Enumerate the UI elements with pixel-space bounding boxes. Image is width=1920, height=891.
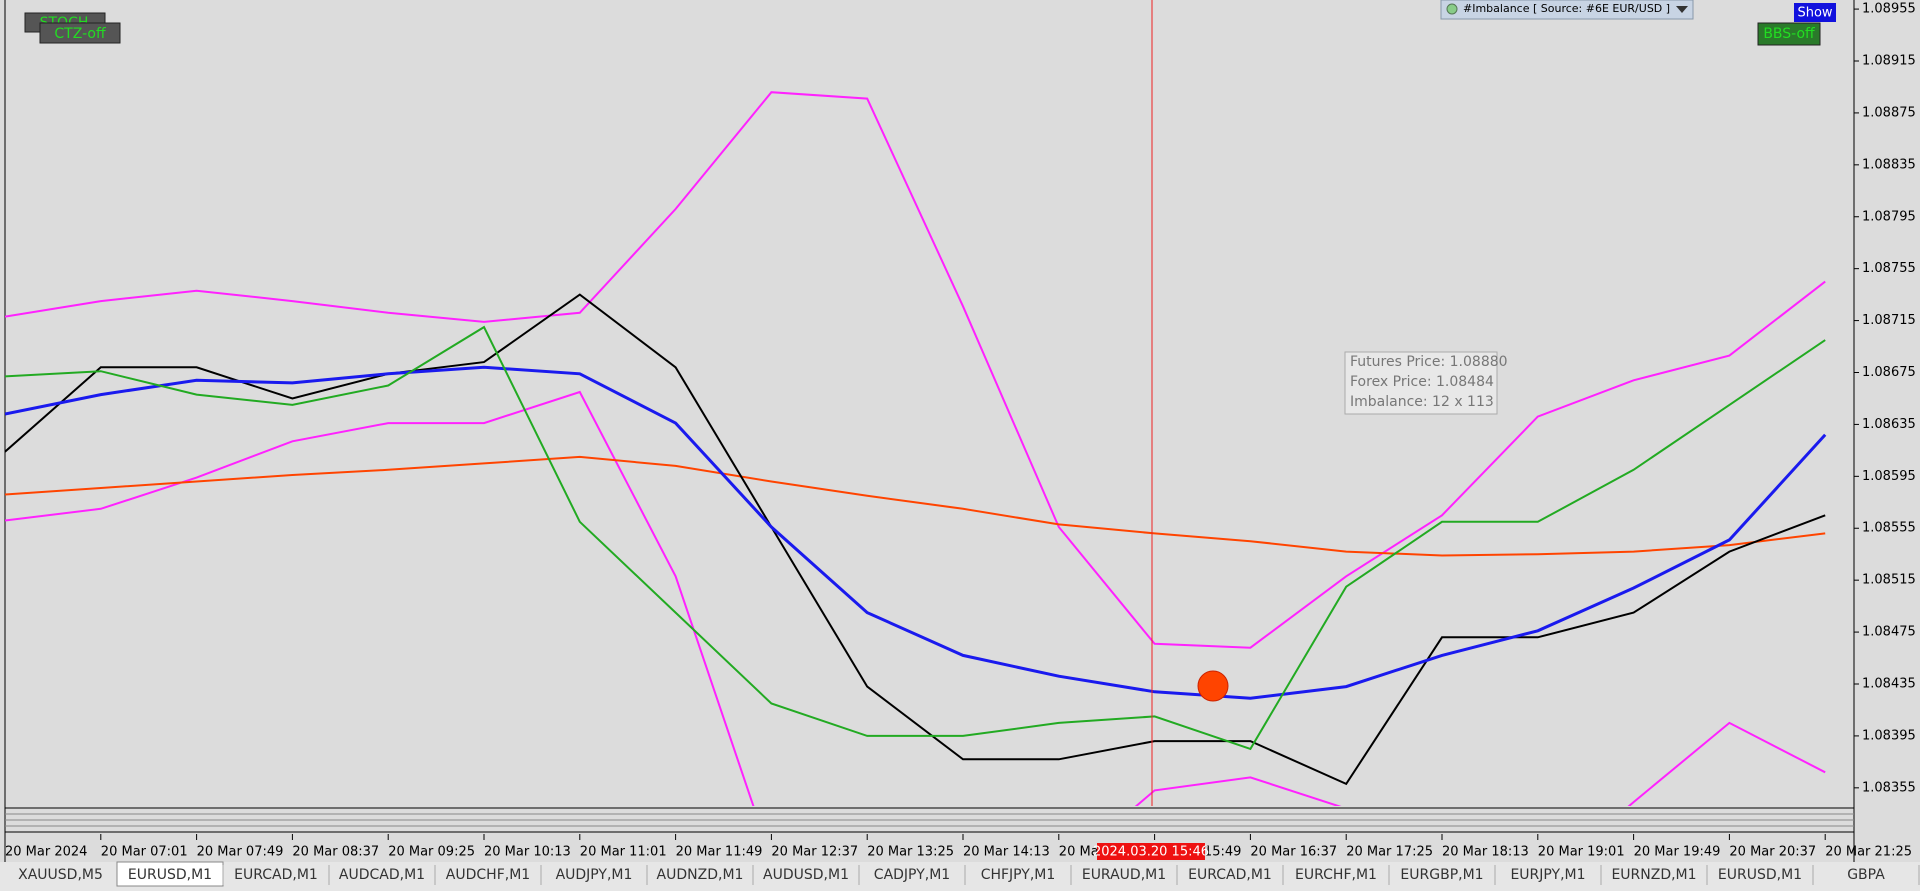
y-tick-label: 1.08835 [1862,157,1916,172]
tabs: XAUUSD,M5 EURUSD,M1 EURCAD,M1 AUDCAD,M1 AUDC… [18,861,1920,887]
tab[interactable]: EURAUD,M1 [1082,867,1166,883]
y-tick-label: 1.08475 [1862,625,1916,640]
tab-bar [0,862,1920,891]
tooltip-line: Imbalance: 12 x 113 [1350,394,1494,410]
x-tick-label: 20 Mar 16:37 [1250,845,1337,860]
x-tick-label: 20 Mar 07:01 [101,845,188,860]
tab[interactable]: EURCAD,M1 [1188,867,1272,883]
y-tick-label: 1.08915 [1862,54,1916,69]
x-tick-label: 20 Mar 19:49 [1634,845,1721,860]
y-tick-label: 1.08755 [1862,261,1916,276]
series-line [5,91,1826,649]
series-line [5,325,1826,751]
tab[interactable]: EURGBP,M1 [1400,867,1483,883]
series-line [5,455,1826,557]
marker [1197,670,1229,702]
tab[interactable]: EURCAD,M1 [234,867,318,883]
x-tick-label: 20 Mar 13:25 [867,845,954,860]
tab[interactable]: EURUSD,M1 [1718,867,1802,883]
subwindow [5,807,1854,833]
y-tick-label: 1.08795 [1862,209,1916,224]
x-tick-label: 20 Mar 12:37 [771,845,858,860]
x-tick-label: 20 Mar 20:37 [1729,845,1816,860]
y-tick-label: 1.08875 [1862,105,1916,120]
tab[interactable]: AUDNZD,M1 [657,867,744,883]
x-tick-label: 20 Mar 11:49 [676,845,763,860]
button-label[interactable]: CTZ-off [54,26,106,42]
tooltip-line: Forex Price: 1.08484 [1350,374,1494,390]
indicator-label[interactable]: #Imbalance [ Source: #6E EUR/USD ] [1463,2,1670,15]
x-tick-label: 20 Mar 07:49 [197,845,284,860]
cursor-time-box [1097,843,1205,860]
indicator-icon [1446,3,1458,15]
y-tick-label: 1.08675 [1862,365,1916,380]
x-tick-label: 20 Mar 17:25 [1346,845,1433,860]
tab[interactable]: EURNZD,M1 [1611,867,1696,883]
y-tick-label: 1.08355 [1862,780,1916,795]
x-tick-label: 20 Mar 21:25 [1825,845,1912,860]
tooltip [1344,351,1498,415]
button-label[interactable]: BBS-off [1763,26,1815,42]
series-line [5,390,1826,806]
button[interactable] [39,22,121,44]
x-tick-label: 20 Mar 10:13 [484,845,571,860]
tab[interactable]: AUDCHF,M1 [446,867,530,883]
y-tick-label: 1.08555 [1862,521,1916,536]
dropdown-arrow[interactable] [1676,6,1688,13]
tab[interactable]: AUDJPY,M1 [556,867,633,883]
button-label[interactable]: Show [1797,6,1832,21]
y-tick-label: 1.08515 [1862,573,1916,588]
x-tick-label: 20 Mar 09:25 [388,845,475,860]
x-tick-label: 20 Mar 14:13 [963,845,1050,860]
x-tick-label: 20 Mar 19:01 [1538,845,1625,860]
tab[interactable]: GBPA [1847,867,1885,883]
indicator-box[interactable] [1440,0,1694,20]
tab-active[interactable] [116,861,224,887]
tab[interactable]: EURCHF,M1 [1295,867,1377,883]
y-tick-label: 1.08395 [1862,728,1916,743]
tooltip-line: Futures Price: 1.08880 [1350,354,1508,370]
x-tick-label: 20 Mar 18:13 [1442,845,1529,860]
y-tick-label: 1.08595 [1862,469,1916,484]
tab[interactable]: EURJPY,M1 [1510,867,1585,883]
tab[interactable]: CADJPY,M1 [874,867,950,883]
tab[interactable]: AUDCAD,M1 [339,867,425,883]
y-tick-label: 1.08435 [1862,676,1916,691]
button[interactable] [1794,3,1836,22]
x-tick-label: 20 Mar 11:01 [580,845,667,860]
x-tick-label: 20 Mar 08:37 [292,845,379,860]
tab[interactable]: EURUSD,M1 [128,867,212,883]
plot-area [5,91,1827,806]
cursor-time: 2024.03.20 15:46 [1093,845,1209,860]
x-tick-label: 20 Mar 2024 [5,845,87,860]
button[interactable] [1757,22,1821,46]
y-tick-label: 1.08955 [1862,2,1916,17]
tab[interactable]: CHFJPY,M1 [981,867,1056,883]
series-line [5,293,1826,786]
tab[interactable]: XAUUSD,M5 [18,867,103,883]
y-tick-label: 1.08715 [1862,313,1916,328]
series-line [5,365,1827,700]
tab[interactable]: AUDUSD,M1 [763,867,849,883]
y-tick-label: 1.08635 [1862,417,1916,432]
